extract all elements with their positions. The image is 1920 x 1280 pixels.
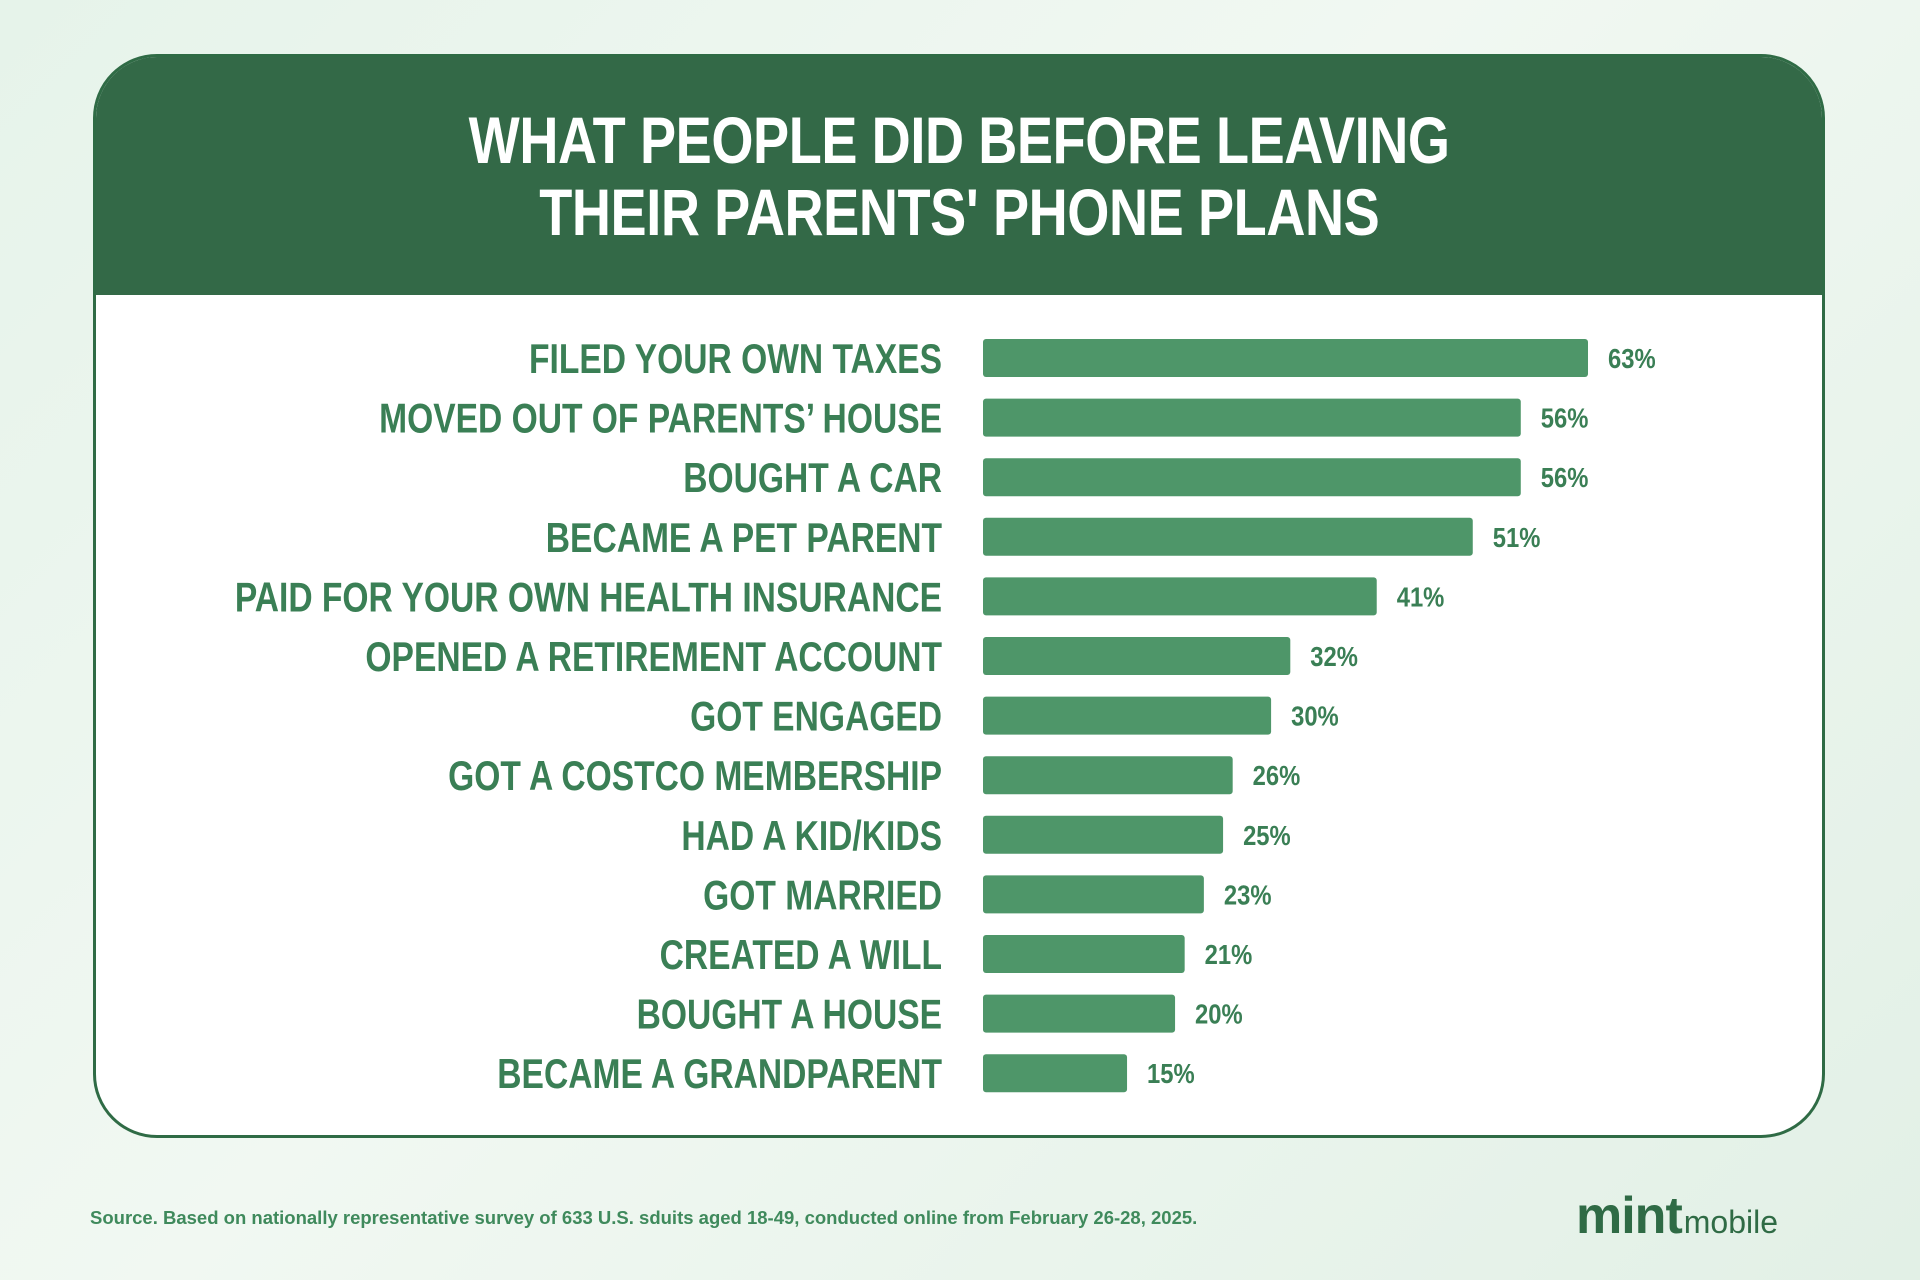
category-label: BECAME A GRANDPARENT [497,1052,942,1098]
bar [983,637,1291,675]
chart-card: WHAT PEOPLE DID BEFORE LEAVING THEIR PAR… [93,54,1825,1138]
value-label: 32% [1310,640,1358,672]
bar [983,339,1588,377]
bar [983,935,1185,973]
value-label: 26% [1253,759,1301,791]
category-label: BECAME A PET PARENT [546,515,942,561]
category-label: CREATED A WILL [660,933,942,979]
value-label: 56% [1541,402,1589,434]
category-label: GOT MARRIED [703,873,942,919]
bar [983,815,1224,854]
bar [983,458,1521,497]
value-label: 25% [1243,819,1291,851]
value-label: 63% [1608,342,1656,374]
category-label: BOUGHT A HOUSE [637,992,942,1038]
bar [983,1054,1128,1093]
logo-mint-text: mint [1576,1187,1683,1245]
bar [983,577,1377,616]
value-label: 23% [1224,879,1272,911]
category-label: FILED YOUR OWN TAXES [529,337,942,383]
value-label: 21% [1205,938,1253,970]
category-label: BOUGHT A CAR [683,456,942,502]
source-note: Source. Based on nationally representati… [90,1207,1198,1228]
chart-title-line-1: WHAT PEOPLE DID BEFORE LEAVING [468,103,1450,177]
value-label: 51% [1493,521,1541,553]
category-label: GOT A COSTCO MEMBERSHIP [448,754,942,800]
value-label: 30% [1291,700,1339,732]
bar [983,756,1233,795]
logo-mobile-text: mobile [1683,1204,1779,1240]
chart-title-line-2: THEIR PARENTS' PHONE PLANS [538,175,1380,249]
value-label: 15% [1147,1057,1195,1089]
category-label: PAID FOR YOUR OWN HEALTH INSURANCE [235,575,942,621]
category-label: OPENED A RETIREMENT ACCOUNT [365,635,942,681]
category-label: HAD A KID/KIDS [681,813,942,859]
category-label: MOVED OUT OF PARENTS’ HOUSE [379,396,942,442]
bar [983,398,1521,437]
value-label: 20% [1195,998,1243,1030]
value-label: 56% [1541,461,1589,493]
bar [983,875,1204,914]
value-label: 41% [1397,581,1445,613]
category-label: GOT ENGAGED [690,694,942,740]
bar [983,994,1176,1033]
chart-header: WHAT PEOPLE DID BEFORE LEAVING THEIR PAR… [96,57,1822,295]
bar [983,696,1272,735]
mint-mobile-logo: mint mobile [1576,1186,1779,1245]
bar [983,517,1473,556]
